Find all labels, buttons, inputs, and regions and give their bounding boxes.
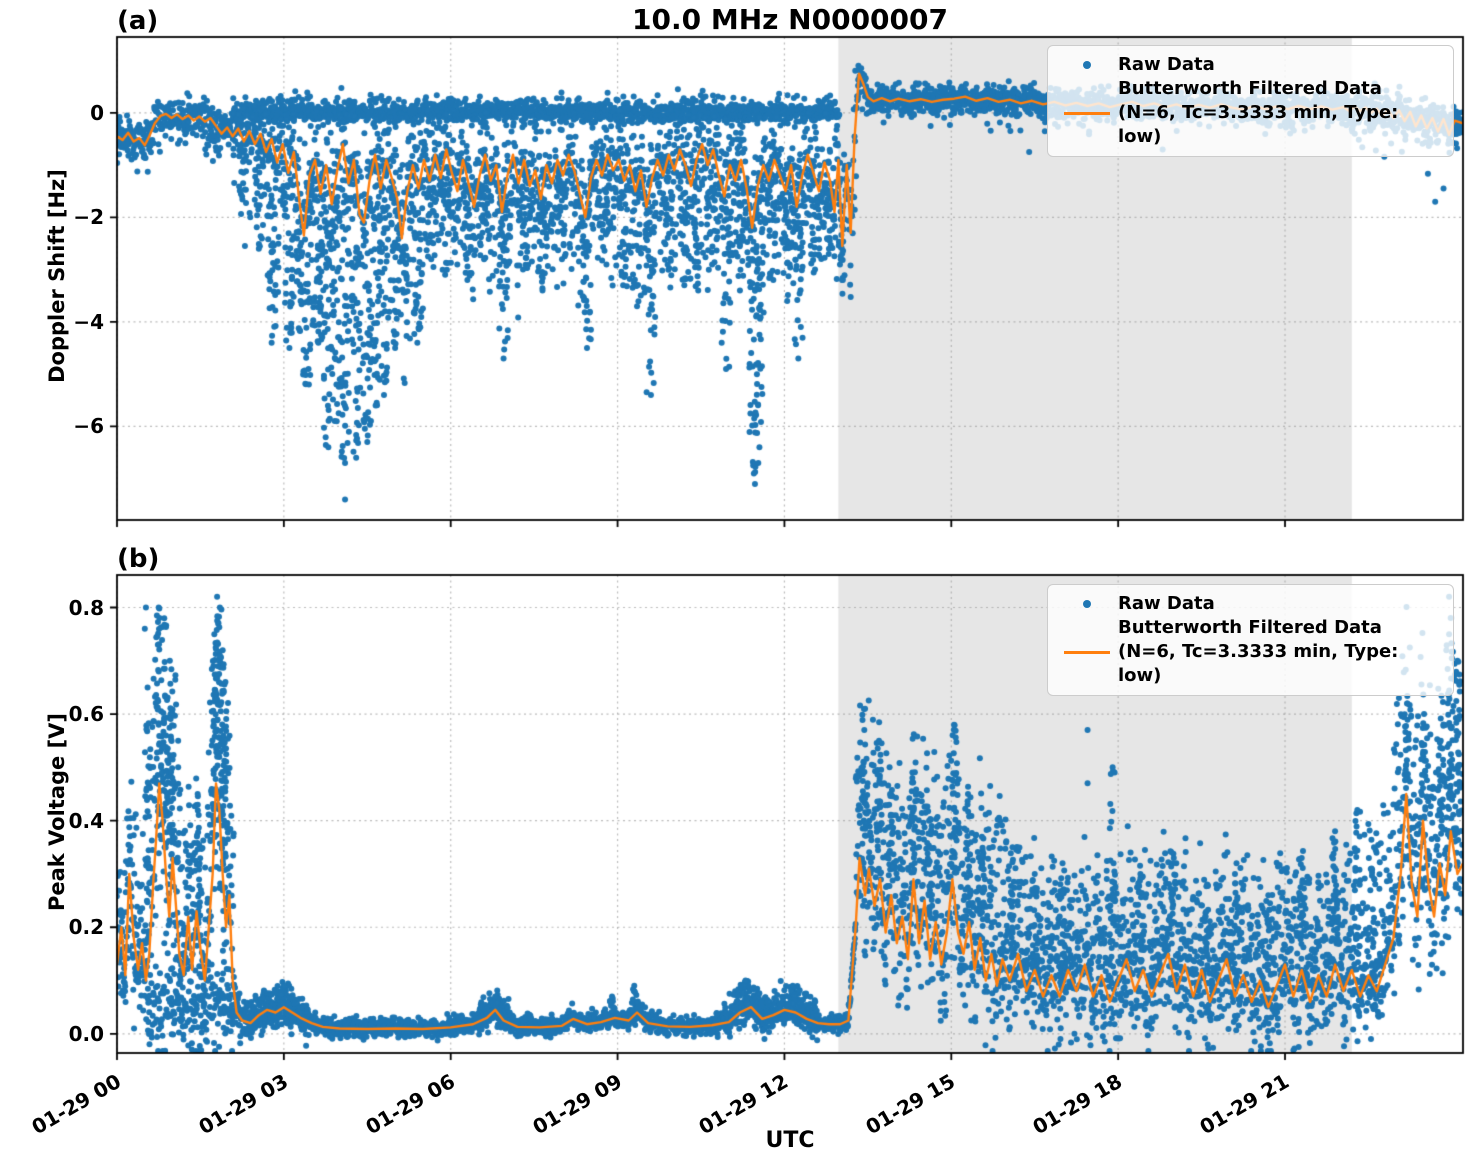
legend-filtered-label-line2: (N=6, Tc=3.3333 min, Type: low) <box>1118 102 1399 147</box>
panel-label-b: (b) <box>117 544 160 574</box>
y-tick-label: −4 <box>73 309 104 334</box>
y-tick-label: 0.8 <box>68 595 104 620</box>
legend-raw-label: Raw Data <box>1118 593 1215 614</box>
legend-panel-a: Raw Data Butterworth Filtered Data (N=6,… <box>1047 45 1454 157</box>
y-tick-label: 0 <box>90 100 104 125</box>
legend-raw-label: Raw Data <box>1118 54 1215 75</box>
panel-label-a: (a) <box>117 6 159 36</box>
legend-row-filtered: Butterworth Filtered Data (N=6, Tc=3.333… <box>1056 77 1443 149</box>
legend-filtered-label-line2: (N=6, Tc=3.3333 min, Type: low) <box>1118 641 1399 686</box>
legend-filtered-label-line1: Butterworth Filtered Data <box>1118 78 1382 99</box>
legend-filtered-label-line1: Butterworth Filtered Data <box>1118 617 1382 638</box>
y-tick-label: −2 <box>73 205 104 230</box>
filtered-line-swatch-icon <box>1064 111 1110 115</box>
raw-data-marker-icon <box>1083 61 1091 69</box>
legend-row-filtered: Butterworth Filtered Data (N=6, Tc=3.333… <box>1056 616 1443 688</box>
chart-title: 10.0 MHz N0000007 <box>632 3 948 36</box>
legend-panel-b: Raw Data Butterworth Filtered Data (N=6,… <box>1047 584 1454 696</box>
x-axis-label: UTC <box>765 1128 815 1153</box>
legend-row-raw: Raw Data <box>1056 592 1443 616</box>
filtered-line-swatch-icon <box>1064 650 1110 654</box>
legend-row-raw: Raw Data <box>1056 53 1443 77</box>
y-tick-label: 0.0 <box>68 1021 104 1046</box>
y-tick-label: 0.4 <box>68 808 104 833</box>
y-axis-label-doppler: Doppler Shift [Hz] <box>45 169 69 383</box>
y-tick-label: −6 <box>73 414 104 439</box>
y-tick-label: 0.2 <box>68 915 104 940</box>
raw-data-marker-icon <box>1083 600 1091 608</box>
y-tick-label: 0.6 <box>68 702 104 727</box>
